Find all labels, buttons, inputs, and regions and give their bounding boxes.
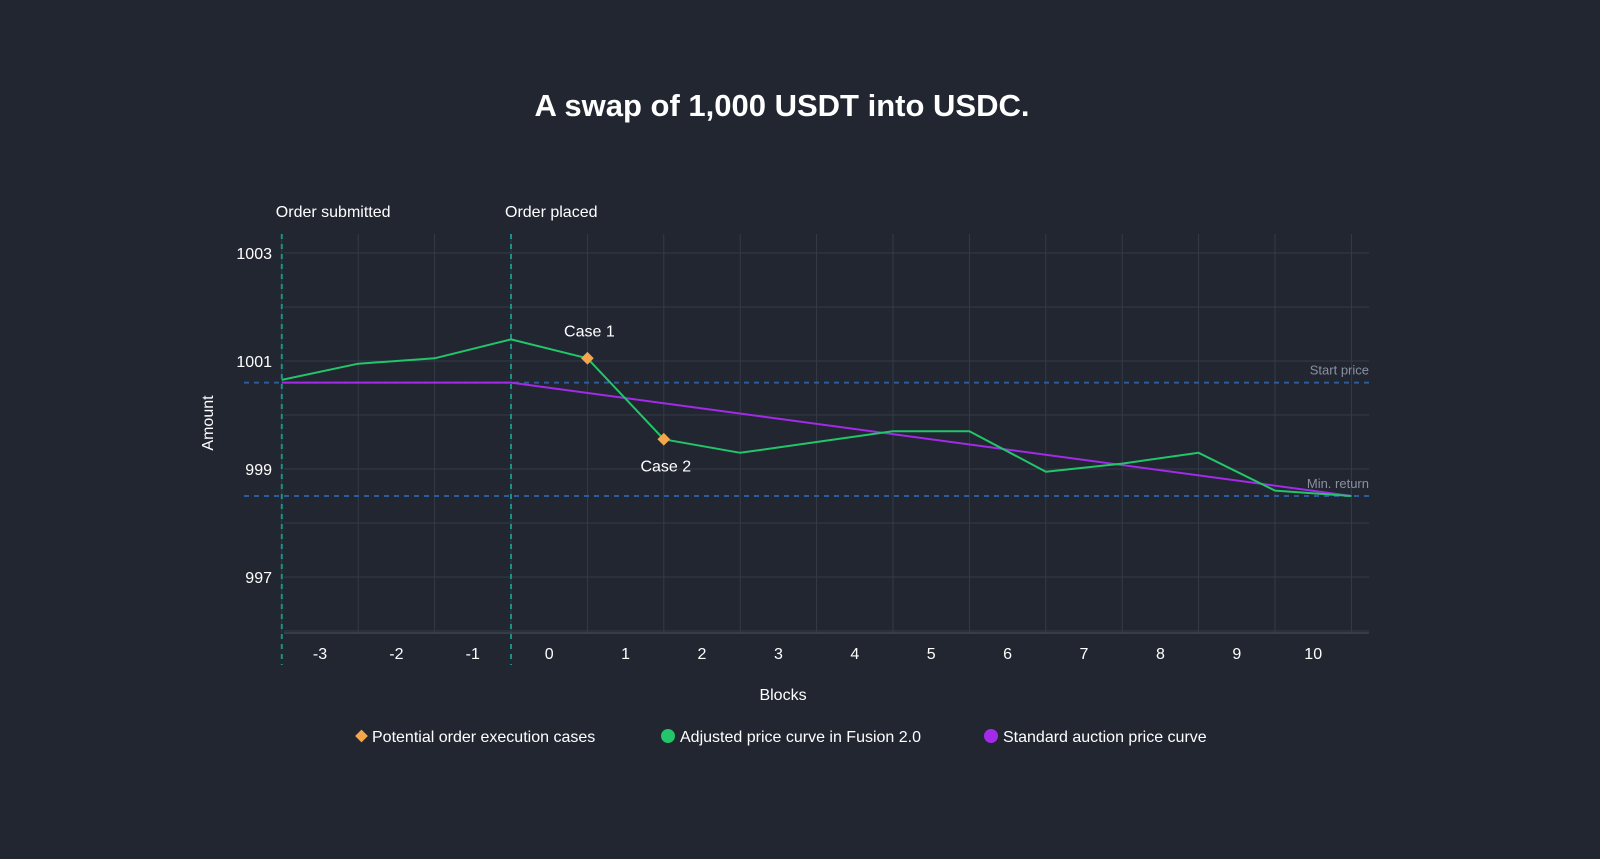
series-line (281, 381, 1352, 497)
x-tick-label: 8 (1156, 646, 1165, 663)
event-line-label: Order placed (505, 204, 598, 221)
x-tick-label: -1 (466, 646, 480, 663)
y-tick-label: 997 (245, 570, 272, 587)
legend-marker-circle (661, 729, 675, 743)
y-axis-label: Amount (200, 395, 217, 451)
y-tick-label: 1001 (236, 354, 272, 371)
y-tick-label: 1003 (236, 246, 272, 263)
legend-marker-diamond (355, 729, 368, 743)
legend: Potential order execution cases Adjusted … (355, 729, 1207, 746)
x-tick-label: -2 (389, 646, 403, 663)
chart-title: A swap of 1,000 USDT into USDC. (535, 88, 1030, 123)
x-tick-label: -3 (313, 646, 327, 663)
grid (281, 234, 1369, 634)
series-line (281, 338, 1352, 497)
x-tick-label: 3 (774, 646, 783, 663)
markers: Case 1 Case 2 (564, 323, 691, 475)
x-tick-label: 1 (621, 646, 630, 663)
x-tick-label: 6 (1003, 646, 1012, 663)
case-label: Case 1 (564, 323, 615, 340)
y-tick-label: 999 (245, 462, 272, 479)
legend-label: Potential order execution cases (372, 729, 595, 746)
x-tick-label: 9 (1232, 646, 1241, 663)
reference-line-label: Start price (1310, 363, 1369, 378)
legend-marker-circle (984, 729, 998, 743)
legend-label: Adjusted price curve in Fusion 2.0 (680, 729, 921, 746)
case-label: Case 2 (640, 458, 691, 475)
x-tick-label: 0 (545, 646, 554, 663)
tick-labels: -3 -2 -1 0 1 2 3 4 5 6 7 8 9 10 997 999 1001 1003 (236, 246, 1322, 663)
x-tick-label: 4 (850, 646, 859, 663)
reference-lines: Start price Min. return (244, 363, 1369, 497)
x-tick-label: 10 (1304, 646, 1322, 663)
series-lines (281, 338, 1352, 497)
x-tick-label: 2 (698, 646, 707, 663)
legend-label: Standard auction price curve (1003, 729, 1207, 746)
x-tick-label: 5 (927, 646, 936, 663)
x-tick-label: 7 (1080, 646, 1089, 663)
event-line-label: Order submitted (276, 204, 391, 221)
reference-line-label: Min. return (1307, 476, 1369, 491)
event-lines: Order submitted Order placed (276, 204, 598, 665)
x-axis-label: Blocks (759, 687, 806, 704)
